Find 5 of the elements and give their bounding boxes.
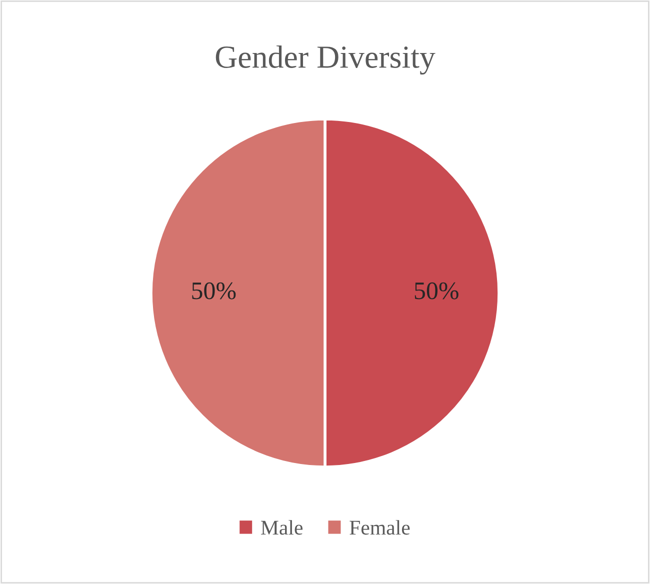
data-label: 50% bbox=[192, 282, 236, 300]
data-label: 50% bbox=[414, 282, 458, 300]
legend-label: Male bbox=[261, 520, 303, 535]
legend-label: Female bbox=[350, 520, 410, 535]
chart-title: Gender Diversity bbox=[216, 45, 436, 75]
